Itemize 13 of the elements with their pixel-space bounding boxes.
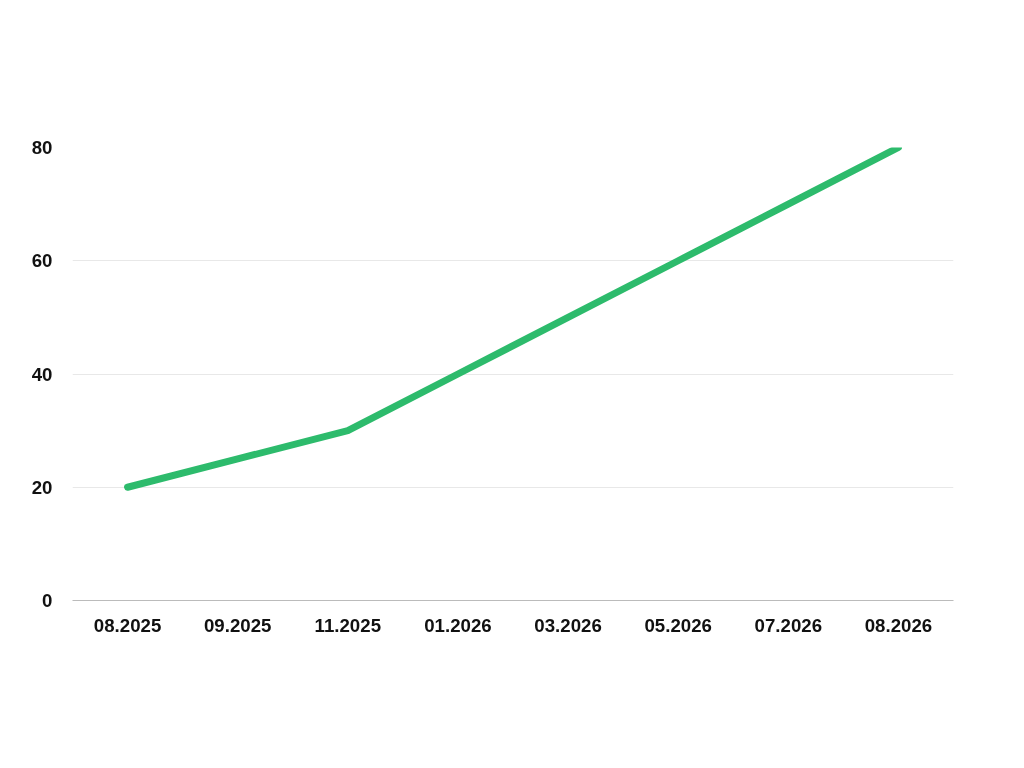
x-tick-label: 07.2026 bbox=[754, 614, 823, 636]
y-tick-label: 20 bbox=[31, 476, 53, 498]
y-tick-label: 0 bbox=[42, 590, 53, 611]
x-tick-label: 08.2025 bbox=[93, 614, 162, 636]
y-tick-label: 60 bbox=[31, 250, 53, 272]
x-tick-label: 01.2026 bbox=[424, 614, 492, 636]
y-tick-label: 40 bbox=[31, 363, 53, 385]
x-tick-label: 05.2026 bbox=[644, 614, 712, 636]
y-tick-label: 80 bbox=[31, 137, 53, 158]
x-tick-label: 03.2026 bbox=[534, 614, 602, 636]
x-tick-label: 09.2025 bbox=[203, 614, 272, 636]
x-tick-label: 08.2026 bbox=[864, 614, 933, 636]
x-tick-label: 11.2025 bbox=[314, 614, 382, 636]
